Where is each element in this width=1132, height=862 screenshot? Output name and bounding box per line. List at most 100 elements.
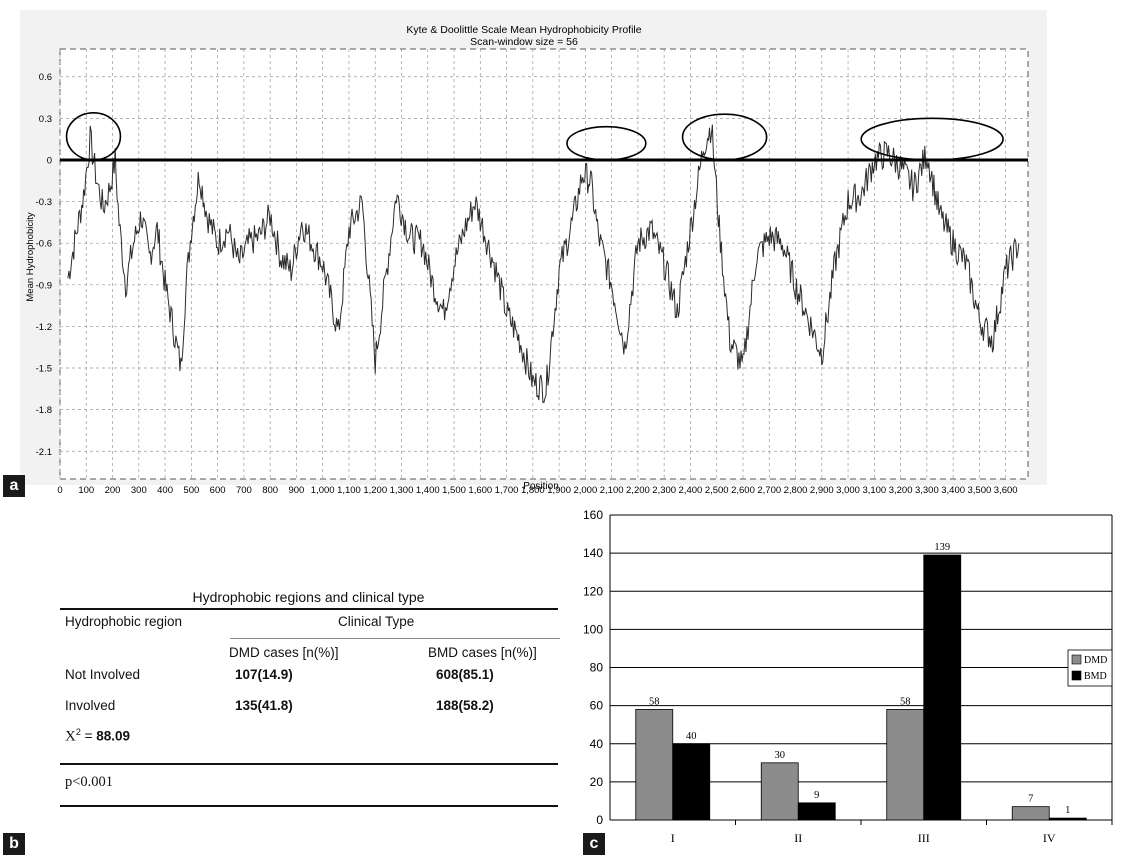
x-tick-label: 1,400 (416, 485, 440, 496)
y-tick-label: -0.3 (36, 197, 52, 208)
row-label: Not Involved (65, 667, 141, 682)
x-tick-label: 200 (105, 485, 121, 496)
panel-label-a: a (3, 475, 25, 497)
bar-bmd (1048, 817, 1087, 821)
table-bottom-rule (60, 805, 558, 807)
x-tick-label: II (794, 831, 802, 845)
y-tick-label: 100 (583, 622, 603, 636)
chi-square-statistic: X2 = 88.09 (65, 727, 130, 746)
bar-dmd (635, 709, 674, 821)
data-label: 1 (1065, 805, 1070, 816)
data-label: 58 (649, 696, 660, 707)
x-tick-label: 1,900 (547, 485, 571, 496)
x-tick-label: 2,300 (652, 485, 676, 496)
dmd-value: 135(41.8) (235, 698, 293, 713)
chi-value: 88.09 (96, 728, 131, 744)
dmd-value: 107(14.9) (235, 667, 293, 682)
row-label: Involved (65, 698, 116, 713)
bar-dmd (1011, 806, 1050, 821)
x-tick-label: 2,000 (573, 485, 597, 496)
clinical-type-rule (230, 638, 560, 639)
chi-symbol: X (65, 728, 76, 745)
x-tick-label: 2,600 (731, 485, 755, 496)
header-bmd-cases: BMD cases [n(%)] (428, 645, 537, 660)
y-tick-label: 0.3 (39, 114, 52, 125)
x-tick-label: 1,700 (495, 485, 519, 496)
legend-label: DMD (1084, 655, 1107, 666)
x-tick-label: 3,200 (889, 485, 913, 496)
data-label: 9 (814, 790, 819, 801)
x-tick-label: 100 (78, 485, 94, 496)
header-dmd-cases: DMD cases [n(%)] (229, 645, 339, 660)
hydrophobicity-line-chart: 0 100 200 300 400 500 600 700 800 900 1,000 1,100 1,… (20, 10, 1047, 496)
y-tick-label: 60 (590, 699, 604, 713)
x-tick-label: 2,100 (600, 485, 624, 496)
y-tick-label: -1.8 (36, 405, 52, 416)
bar-chart-panel: 58 40 30 9 58 139 7 1 0 20 40 60 80 100 120 140 160 I II I… (575, 500, 1132, 857)
x-tick-label: 3,400 (941, 485, 965, 496)
x-tick-label: 2,900 (810, 485, 834, 496)
hydrophobic-region-ellipse (566, 125, 647, 161)
x-tick-label: 2,200 (626, 485, 650, 496)
x-tick-label: 800 (262, 485, 278, 496)
x-tick-label: 1,500 (442, 485, 466, 496)
x-tick-label: 600 (210, 485, 226, 496)
bar-bmd (923, 554, 962, 821)
y-tick-label: 40 (590, 737, 604, 751)
table-top-rule (60, 608, 558, 610)
panel-label-c: c (583, 833, 605, 855)
bar-dmd (886, 709, 925, 821)
hydrophobic-region-ellipse (681, 113, 768, 161)
x-tick-label: 3,500 (968, 485, 992, 496)
bmd-value: 608(85.1) (436, 667, 494, 682)
x-tick-label: 3,100 (862, 485, 886, 496)
x-tick-label: 1,800 (521, 485, 545, 496)
hydrophobicity-series-line (67, 124, 1020, 404)
x-tick-label: 300 (131, 485, 147, 496)
x-tick-label: 700 (236, 485, 252, 496)
table-mid-rule (60, 763, 558, 765)
bar-bmd (672, 743, 711, 821)
y-axis-label: Mean Hydrophobicity (25, 212, 36, 301)
bar-dmd (760, 762, 799, 821)
y-tick-label: 0 (596, 813, 603, 827)
y-tick-label: 0 (47, 155, 52, 166)
x-tick-label: 900 (288, 485, 304, 496)
data-label: 40 (686, 731, 697, 742)
chi-exponent: 2 (75, 727, 81, 737)
legend-swatch (1071, 654, 1082, 665)
y-tick-label: 0.6 (39, 72, 52, 83)
x-tick-label: 2,400 (679, 485, 703, 496)
legend-swatch (1071, 670, 1082, 681)
x-tick-label: III (918, 831, 930, 845)
data-label: 7 (1028, 794, 1033, 805)
x-tick-label: 3,000 (836, 485, 860, 496)
y-tick-label: 120 (583, 584, 603, 598)
x-tick-label: 1,000 (311, 485, 335, 496)
y-tick-label: 160 (583, 508, 603, 522)
x-tick-label: I (671, 831, 675, 845)
x-tick-label: 0 (57, 485, 62, 496)
chart-title: Kyte & Doolittle Scale Mean Hydrophobici… (406, 24, 641, 36)
y-tick-label: -0.6 (36, 239, 52, 250)
data-label: 139 (934, 542, 950, 553)
x-tick-label: 2,800 (784, 485, 808, 496)
panel-label-b: b (3, 833, 25, 855)
contingency-table-panel: Hydrophobic regions and clinical type Hy… (0, 500, 575, 857)
y-tick-label: 80 (590, 661, 604, 675)
hydrophobicity-profile-panel: 0 100 200 300 400 500 600 700 800 900 1,000 1,100 1,… (3, 10, 1047, 497)
bmd-value: 188(58.2) (436, 698, 494, 713)
x-tick-label: 2,500 (705, 485, 729, 496)
table-title: Hydrophobic regions and clinical type (192, 589, 425, 605)
y-tick-label: -1.2 (36, 322, 52, 333)
x-tick-label: 2,700 (757, 485, 781, 496)
chart-subtitle: Scan-window size = 56 (470, 36, 578, 48)
x-tick-label: IV (1043, 831, 1056, 845)
y-tick-label: -0.9 (36, 280, 52, 291)
hydrophobic-region-ellipse (860, 117, 1004, 161)
chi-equals: = (80, 728, 97, 744)
data-label: 30 (775, 750, 786, 761)
x-axis-label: Position (523, 481, 559, 492)
y-tick-label: 140 (583, 546, 603, 560)
